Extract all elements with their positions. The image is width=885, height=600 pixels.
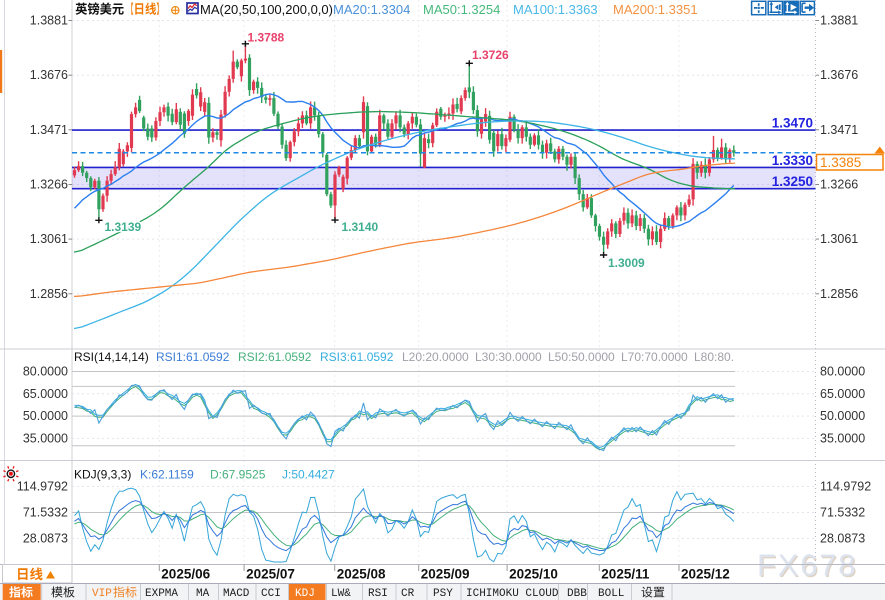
svg-text:CR: CR (401, 588, 415, 600)
svg-text:1.3330: 1.3330 (772, 153, 813, 168)
svg-text:71.5332: 71.5332 (820, 506, 865, 520)
svg-text:1.3726: 1.3726 (472, 48, 509, 62)
svg-text:35.0000: 35.0000 (23, 431, 68, 445)
svg-text:L50:50.0000: L50:50.0000 (548, 350, 615, 364)
svg-text:RSI(14,14,14): RSI(14,14,14) (74, 350, 149, 364)
svg-text:RSI3:61.0592: RSI3:61.0592 (320, 350, 394, 364)
svg-text:FX678: FX678 (758, 549, 858, 584)
svg-text:ICHIMOKU CLOUD: ICHIMOKU CLOUD (466, 588, 559, 600)
svg-text:1.3140: 1.3140 (342, 220, 379, 234)
svg-text:MA20:1.3304: MA20:1.3304 (333, 2, 410, 17)
svg-text:65.0000: 65.0000 (820, 387, 865, 401)
svg-text:1.3385: 1.3385 (820, 155, 861, 170)
svg-text:2025/11: 2025/11 (601, 567, 650, 582)
svg-text:114.9792: 114.9792 (17, 480, 68, 494)
svg-text:L30:30.0000: L30:30.0000 (475, 350, 542, 364)
svg-text:28.0873: 28.0873 (820, 532, 865, 546)
svg-text:1.3266: 1.3266 (820, 178, 858, 192)
svg-text:MA50:1.3254: MA50:1.3254 (423, 2, 500, 17)
svg-text:2025/08: 2025/08 (337, 567, 386, 582)
svg-text:1.3788: 1.3788 (248, 31, 285, 45)
svg-text:J:50.4427: J:50.4427 (282, 468, 335, 482)
svg-text:2025/07: 2025/07 (246, 567, 295, 582)
svg-text:PSY: PSY (433, 588, 453, 600)
svg-text:LW&: LW& (331, 588, 351, 600)
svg-text:1.2856: 1.2856 (820, 287, 858, 301)
svg-text:1.3676: 1.3676 (30, 68, 68, 82)
svg-text:BOLL: BOLL (598, 588, 624, 600)
svg-text:1.3250: 1.3250 (772, 174, 813, 189)
svg-text:L20:20.0000: L20:20.0000 (402, 350, 469, 364)
svg-text:2025/12: 2025/12 (681, 567, 730, 582)
svg-text:RSI2:61.0592: RSI2:61.0592 (238, 350, 312, 364)
svg-text:50.0000: 50.0000 (820, 409, 865, 423)
svg-text:1.3061: 1.3061 (820, 232, 858, 246)
svg-text:1.3061: 1.3061 (30, 232, 68, 246)
svg-text:65.0000: 65.0000 (23, 387, 68, 401)
svg-text:L70:70.0000: L70:70.0000 (621, 350, 688, 364)
svg-text:VIP: VIP (92, 588, 112, 600)
svg-text:MA(20,50,100,200,0,0): MA(20,50,100,200,0,0) (200, 2, 333, 17)
svg-text:1.3881: 1.3881 (820, 14, 858, 28)
svg-text:CCI: CCI (261, 588, 281, 600)
svg-text:FX678: FX678 (757, 548, 857, 583)
svg-text:2025/06: 2025/06 (161, 567, 210, 582)
svg-text:1.3471: 1.3471 (30, 123, 68, 137)
svg-text:EXPMA: EXPMA (145, 588, 178, 600)
svg-text:RSI: RSI (368, 588, 388, 600)
svg-text:1.3139: 1.3139 (105, 220, 142, 234)
svg-text:35.0000: 35.0000 (820, 431, 865, 445)
svg-text:MACD: MACD (223, 588, 250, 600)
svg-text:1.3881: 1.3881 (30, 14, 68, 28)
svg-text:1.2856: 1.2856 (30, 287, 68, 301)
svg-text:L80:80.: L80:80. (694, 350, 734, 364)
svg-text:1.3470: 1.3470 (772, 116, 813, 131)
svg-text:MA100:1.3363: MA100:1.3363 (513, 2, 598, 17)
svg-text:28.0873: 28.0873 (23, 532, 68, 546)
svg-text:KDJ(9,3,3): KDJ(9,3,3) (74, 468, 131, 482)
svg-text:1.3676: 1.3676 (820, 68, 858, 82)
svg-text:50.0000: 50.0000 (23, 409, 68, 423)
svg-text:D:67.9525: D:67.9525 (210, 468, 266, 482)
svg-text:2025/10: 2025/10 (509, 567, 558, 582)
svg-text:1.3471: 1.3471 (820, 123, 858, 137)
svg-text:DBB: DBB (567, 588, 587, 600)
svg-text:2025/09: 2025/09 (421, 567, 470, 582)
svg-text:114.9792: 114.9792 (820, 480, 871, 494)
svg-text:1.3266: 1.3266 (30, 178, 68, 192)
svg-text:MA200:1.3351: MA200:1.3351 (613, 2, 698, 17)
svg-text:KDJ: KDJ (295, 588, 315, 600)
svg-text:K:62.1159: K:62.1159 (140, 468, 194, 482)
svg-text:80.0000: 80.0000 (820, 365, 865, 379)
svg-text:RSI1:61.0592: RSI1:61.0592 (156, 350, 230, 364)
svg-text:1.3009: 1.3009 (608, 256, 645, 270)
svg-text:80.0000: 80.0000 (23, 365, 68, 379)
svg-text:71.5332: 71.5332 (23, 506, 68, 520)
svg-text:MA: MA (196, 588, 210, 600)
